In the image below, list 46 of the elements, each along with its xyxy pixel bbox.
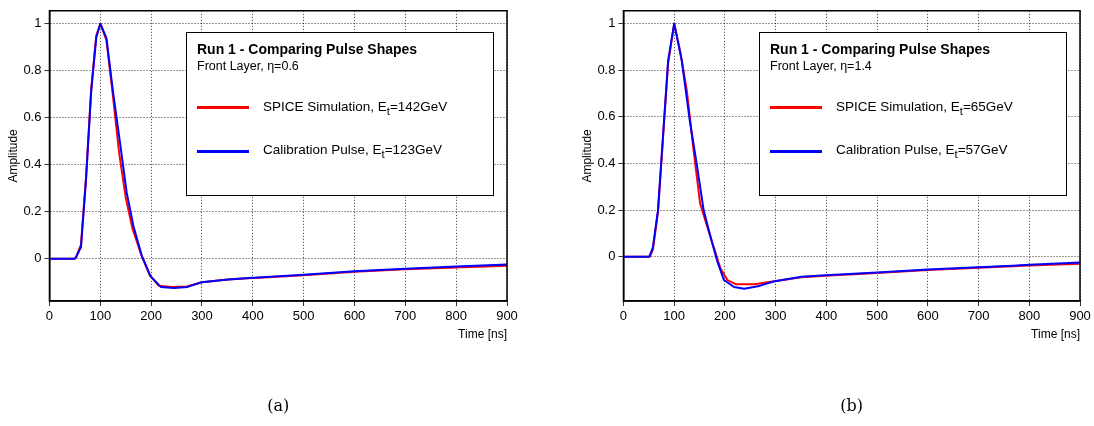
x-tick-label: 100 (89, 308, 112, 324)
y-tick-label: 0.2 (23, 203, 42, 219)
x-axis-title: Time [ns] (1031, 327, 1080, 342)
x-tick-label: 300 (764, 308, 787, 324)
x-tick-label: 0 (619, 308, 628, 324)
y-tick-label: 0 (608, 248, 616, 264)
x-tick-label: 600 (343, 308, 366, 324)
x-tick-label: 900 (496, 308, 518, 324)
x-tick-label: 800 (445, 308, 468, 324)
legend-title: Run 1 - Comparing Pulse Shapes (197, 40, 419, 57)
y-tick-label: 0 (34, 250, 42, 266)
x-tick-label: 600 (916, 308, 939, 324)
legend-label: SPICE Simulation, E$_{t}$=142GeV (263, 98, 448, 117)
x-tick-label: 700 (967, 308, 990, 324)
text: (a) (267, 396, 290, 415)
x-tick-label: 0 (45, 308, 54, 324)
y-tick-label: 0.4 (597, 155, 616, 171)
x-tick-label: 200 (714, 308, 736, 324)
x-tick-label: 400 (815, 308, 838, 324)
x-tick-label: 700 (394, 308, 417, 324)
x-tick-label: 200 (140, 308, 162, 324)
y-tick-label: 1 (608, 15, 616, 31)
y-tick-label: 0.8 (597, 61, 616, 77)
y-tick-label: 0.6 (23, 109, 42, 125)
y-axis-title: Amplitude (579, 128, 594, 183)
legend-label: Calibration Pulse, E$_{t}$=57GeV (836, 142, 1008, 161)
x-tick-label: 400 (241, 308, 264, 324)
text: (b) (840, 396, 863, 415)
x-tick-label: 500 (866, 308, 888, 324)
y-tick-label: 0.2 (597, 201, 616, 217)
y-tick-label: 0.4 (23, 156, 42, 172)
y-tick-label: 1 (34, 15, 42, 31)
y-tick-label: 0.8 (23, 62, 42, 78)
x-tick-label: 300 (191, 308, 213, 324)
x-tick-label: 900 (1069, 308, 1091, 324)
legend-label: SPICE Simulation, E$_{t}$=65GeV (836, 98, 1013, 117)
x-tick-label: 100 (663, 308, 686, 324)
x-tick-label: 800 (1018, 308, 1041, 324)
x-axis-title: Time [ns] (458, 327, 507, 342)
x-tick-label: 500 (292, 308, 315, 324)
y-tick-label: 0.6 (597, 108, 616, 124)
text: Front Layer, η=1.4 (770, 58, 873, 73)
legend-title: Run 1 - Comparing Pulse Shapes (770, 40, 992, 57)
legend-label: Calibration Pulse, E$_{t}$=123GeV (263, 142, 443, 161)
y-axis-title: Amplitude (5, 128, 20, 183)
text: Front Layer, η=0.6 (197, 58, 300, 73)
